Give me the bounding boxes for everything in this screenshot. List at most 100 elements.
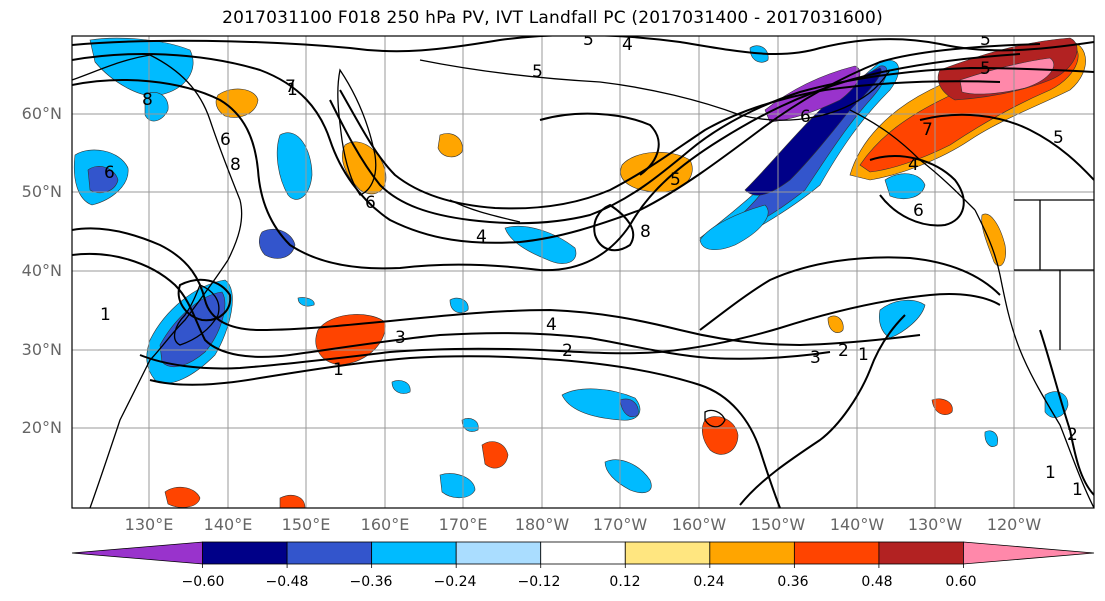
- coast-na-west: [974, 209, 1094, 508]
- colorbar-tick-label: 0.36: [777, 574, 809, 590]
- lat-label-30n: 30°N: [21, 340, 62, 359]
- contour-label: 5: [583, 30, 594, 50]
- contour-label: 6: [365, 193, 376, 213]
- contour-label: 1: [333, 360, 344, 380]
- contour-label: 1: [858, 345, 869, 365]
- contour-label: 6: [104, 163, 115, 183]
- negative-anomaly-45n: [504, 225, 577, 264]
- colorbar-tick-label: −0.24: [433, 574, 477, 590]
- contour-label: 4: [622, 35, 633, 55]
- coast-na-border: [1014, 199, 1094, 350]
- lat-label-60n: 60°N: [21, 104, 62, 123]
- positive-anomaly-alaska-east: [437, 133, 463, 158]
- colorbar: [71, 541, 1095, 568]
- lon-label-140e: 140°E: [203, 515, 253, 534]
- positive-anomaly-tropics: [481, 441, 509, 469]
- negative-anomaly-tropical3: [439, 473, 476, 499]
- contour-label: 5: [980, 30, 991, 50]
- colorbar-swatch: [455, 541, 542, 565]
- map-frame: [71, 35, 1095, 509]
- colorbar-swatch: [709, 541, 795, 565]
- lon-label-150e: 150°E: [281, 515, 331, 534]
- lon-label-130w: 130°W: [907, 515, 963, 534]
- contour-label: 1: [287, 80, 298, 100]
- contour-label: 8: [230, 155, 241, 175]
- contour-label: 1: [1045, 463, 1056, 483]
- coast-asia: [72, 54, 243, 508]
- colorbar-tick-label: 0.48: [861, 574, 893, 590]
- positive-anomaly-sea-okhotsk: [215, 88, 259, 118]
- colorbar-tick-label: 0.12: [609, 574, 641, 590]
- negative-anomaly-tropical-core: [619, 398, 639, 418]
- contour-label: 6: [800, 107, 811, 127]
- negative-anomaly-tropical4: [1044, 391, 1069, 418]
- colorbar-tick-label: −0.48: [265, 574, 309, 590]
- contour-label: 3: [395, 328, 406, 348]
- contour-label: 4: [908, 155, 919, 175]
- negative-anomaly-tropical2: [604, 459, 652, 493]
- contour-labels: 8 6 7 5 4 5 1 8 6 6 4 6 5 8 5 7 5 6 4 5 …: [100, 30, 1083, 500]
- positive-anomaly-south: [164, 486, 201, 508]
- lon-label-120w: 120°W: [986, 515, 1042, 534]
- colorbar-swatch: [371, 541, 457, 565]
- lon-label-130e: 130°E: [124, 515, 174, 534]
- negative-anomaly-small1: [391, 380, 411, 394]
- contour-label: 6: [913, 201, 924, 221]
- negative-anomaly-top: [89, 37, 194, 97]
- contour-label: 4: [476, 227, 487, 247]
- contour-lines: [72, 36, 1094, 508]
- contour-label: 5: [670, 170, 681, 190]
- contour-label: 8: [142, 90, 153, 110]
- colorbar-swatch: [963, 541, 1095, 565]
- lon-label-160w: 160°W: [671, 515, 727, 534]
- pv-anomaly-shading: [73, 37, 1086, 508]
- colorbar-tick-label: −0.60: [181, 574, 225, 590]
- contour-label: 1: [100, 305, 111, 325]
- negative-anomaly-41n: [259, 228, 296, 259]
- colorbar-tick-label: −0.12: [517, 574, 561, 590]
- positive-anomaly-165w: [827, 315, 844, 333]
- positive-anomaly-coast: [981, 213, 1006, 267]
- negative-anomaly-kuril-edge: [276, 132, 313, 200]
- negative-anomaly-small2: [449, 297, 469, 313]
- colorbar-swatch: [286, 541, 373, 565]
- coast-kamchatka: [337, 68, 377, 196]
- contour-label: 3: [810, 348, 821, 368]
- contour-label: 2: [838, 341, 849, 361]
- colorbar-tick-label: 0.24: [693, 574, 725, 590]
- contour-label: 2: [1067, 425, 1078, 445]
- lon-label-170e: 170°E: [438, 515, 488, 534]
- colorbar-tick-label: 0.60: [945, 574, 977, 590]
- colorbar-swatch: [878, 541, 964, 565]
- contour-label: 2: [562, 341, 573, 361]
- coast-hawaii: [704, 409, 726, 428]
- positive-anomaly-130w: [931, 398, 953, 415]
- contour-label: 5: [532, 62, 543, 82]
- map-content: 8 6 7 5 4 5 1 8 6 6 4 6 5 8 5 7 5 6 4 5 …: [72, 30, 1094, 508]
- lat-label-50n: 50°N: [21, 182, 62, 201]
- negative-anomaly-150w-south: [699, 204, 769, 250]
- contour-label: 7: [285, 77, 296, 97]
- colorbar-swatch: [540, 541, 626, 565]
- contour-label: 8: [640, 222, 651, 242]
- contour-label: 7: [922, 120, 933, 140]
- lon-label-180w: 180°W: [514, 515, 570, 534]
- coastlines: [72, 54, 1094, 508]
- contour-label: 6: [220, 130, 231, 150]
- contour-label: 5: [1053, 128, 1064, 148]
- colorbar-swatch: [202, 541, 288, 565]
- colorbar-swatch: [71, 541, 203, 565]
- negative-anomaly-small5: [984, 430, 998, 447]
- colorbar-swatch: [793, 541, 880, 565]
- contour-label: 4: [546, 315, 557, 335]
- chart-title: 2017031100 F018 250 hPa PV, IVT Landfall…: [222, 8, 883, 28]
- colorbar-tick-label: −0.36: [349, 574, 393, 590]
- lon-label-160e: 160°E: [360, 515, 410, 534]
- contour-label: 1: [1072, 480, 1083, 500]
- contour-label: 5: [980, 59, 991, 79]
- lon-label-140w: 140°W: [829, 515, 885, 534]
- coast-alaska: [419, 59, 891, 121]
- lat-label-40n: 40°N: [21, 261, 62, 280]
- lon-label-170w: 170°W: [592, 515, 648, 534]
